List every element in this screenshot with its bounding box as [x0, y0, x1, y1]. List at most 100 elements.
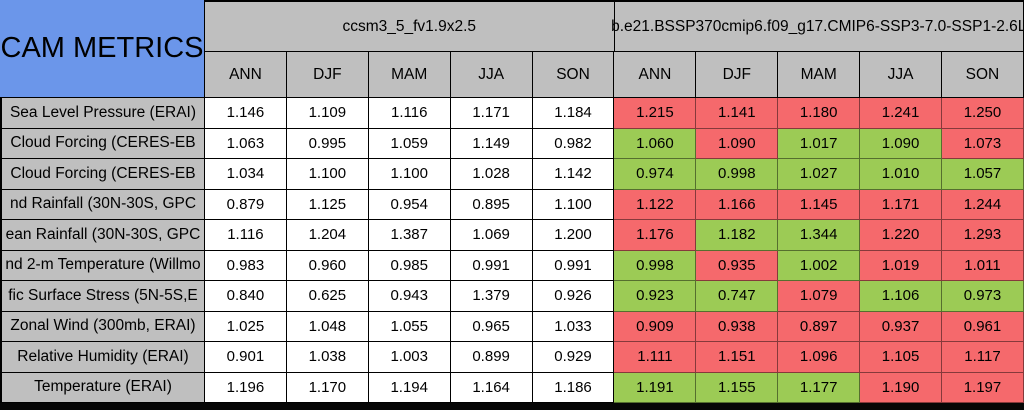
value-cell: 0.982 [532, 128, 615, 159]
value-cell-highlighted: 0.974 [614, 159, 697, 190]
value-cell-highlighted: 1.122 [614, 189, 697, 220]
metric-label: fic Surface Stress (5N-5S,E [2, 281, 205, 312]
value-cell-highlighted: 0.923 [614, 281, 697, 312]
value-cell-highlighted: 1.060 [614, 128, 697, 159]
value-cell: 0.879 [205, 189, 287, 220]
metric-row: Sea Level Pressure (ERAI) 1.146 1.109 1.… [2, 98, 1024, 129]
value-cell: 0.899 [450, 342, 533, 373]
value-cell-highlighted: 1.106 [860, 281, 943, 312]
value-cell: 1.033 [532, 311, 615, 342]
metric-row: nd Rainfall (30N-30S, GPC 0.879 1.125 0.… [2, 189, 1024, 220]
value-cell-highlighted: 1.344 [778, 220, 861, 251]
value-cell: 1.125 [286, 189, 369, 220]
value-cell: 0.965 [450, 311, 533, 342]
value-cell: 1.184 [532, 98, 615, 129]
value-cell-highlighted: 1.151 [696, 342, 779, 373]
value-cell-highlighted: 0.897 [778, 311, 861, 342]
value-cell-highlighted: 1.215 [614, 98, 697, 129]
value-cell: 0.929 [532, 342, 615, 373]
value-cell: 1.059 [368, 128, 451, 159]
metric-row: fic Surface Stress (5N-5S,E 0.840 0.625 … [2, 281, 1024, 312]
value-cell: 1.164 [450, 372, 533, 403]
value-cell: 1.149 [450, 128, 533, 159]
metric-row: Cloud Forcing (CERES-EB 1.034 1.100 1.10… [2, 159, 1024, 190]
season-header: SON [942, 52, 1024, 98]
value-cell: 0.991 [450, 250, 533, 281]
value-cell: 1.379 [450, 281, 533, 312]
metric-row: Zonal Wind (300mb, ERAI) 1.025 1.048 1.0… [2, 311, 1024, 342]
value-cell: 1.034 [205, 159, 287, 190]
value-cell-highlighted: 1.191 [614, 372, 697, 403]
value-cell-highlighted: 1.019 [860, 250, 943, 281]
value-cell-highlighted: 1.182 [696, 220, 779, 251]
value-cell: 1.142 [532, 159, 615, 190]
metric-label: Sea Level Pressure (ERAI) [2, 98, 205, 129]
value-cell-highlighted: 1.190 [860, 372, 943, 403]
value-cell: 0.895 [450, 189, 533, 220]
value-cell: 1.194 [368, 372, 451, 403]
value-cell: 1.186 [532, 372, 615, 403]
value-cell-highlighted: 1.241 [860, 98, 943, 129]
value-cell-highlighted: 0.998 [614, 250, 697, 281]
value-cell-highlighted: 0.937 [860, 311, 943, 342]
value-cell: 0.995 [286, 128, 369, 159]
value-cell: 0.985 [368, 250, 451, 281]
value-cell-highlighted: 1.073 [942, 128, 1024, 159]
page-title: CAM METRICS [0, 32, 204, 64]
metric-row: Cloud Forcing (CERES-EB 1.063 0.995 1.05… [2, 128, 1024, 159]
value-cell-highlighted: 1.079 [778, 281, 861, 312]
metric-label: Cloud Forcing (CERES-EB [2, 159, 205, 190]
value-cell-highlighted: 1.027 [778, 159, 861, 190]
metric-label: nd 2-m Temperature (Willmo [2, 250, 205, 281]
value-cell: 0.983 [205, 250, 287, 281]
value-cell: 1.200 [532, 220, 615, 251]
value-cell: 1.146 [205, 98, 287, 129]
model-header-row: ccsm3_5_fv1.9x2.5 b.e21.BSSP370cmip6.f09… [205, 2, 1024, 52]
metric-label: Cloud Forcing (CERES-EB [2, 128, 205, 159]
value-cell: 1.170 [286, 372, 369, 403]
value-cell: 1.204 [286, 220, 369, 251]
model-name-2: b.e21.BSSP370cmip6.f09_g17.CMIP6-SSP3-7.… [611, 17, 1024, 35]
value-cell: 1.028 [450, 159, 533, 190]
season-header: ANN [614, 52, 697, 98]
metric-label: Zonal Wind (300mb, ERAI) [2, 311, 205, 342]
value-cell: 1.171 [450, 98, 533, 129]
value-cell-highlighted: 1.096 [778, 342, 861, 373]
value-cell-highlighted: 1.155 [696, 372, 779, 403]
value-cell: 0.960 [286, 250, 369, 281]
value-cell: 1.025 [205, 311, 287, 342]
value-cell-highlighted: 1.197 [942, 372, 1024, 403]
metric-label: Relative Humidity (ERAI) [2, 342, 205, 373]
season-header: MAM [368, 52, 451, 98]
season-header: JJA [860, 52, 943, 98]
value-cell-highlighted: 1.090 [860, 128, 943, 159]
value-cell: 1.069 [450, 220, 533, 251]
value-cell: 1.055 [368, 311, 451, 342]
value-cell-highlighted: 1.177 [778, 372, 861, 403]
metric-label: Temperature (ERAI) [2, 372, 205, 403]
value-cell: 1.387 [368, 220, 451, 251]
value-cell: 0.954 [368, 189, 451, 220]
value-cell-highlighted: 1.141 [696, 98, 779, 129]
season-header: DJF [696, 52, 779, 98]
value-cell: 1.003 [368, 342, 451, 373]
table-bottom-cutoff-edge [0, 403, 1024, 410]
season-header-row: ANN DJF MAM JJA SON ANN DJF MAM JJA SON [205, 52, 1024, 98]
value-cell-highlighted: 1.166 [696, 189, 779, 220]
value-cell-highlighted: 1.057 [942, 159, 1024, 190]
value-cell-highlighted: 1.244 [942, 189, 1024, 220]
metric-row: nd 2-m Temperature (Willmo 0.983 0.960 0… [2, 250, 1024, 281]
value-cell-highlighted: 0.935 [696, 250, 779, 281]
value-cell-highlighted: 0.909 [614, 311, 697, 342]
value-cell-highlighted: 1.105 [860, 342, 943, 373]
season-header: JJA [450, 52, 533, 98]
value-cell-highlighted: 1.017 [778, 128, 861, 159]
value-cell-highlighted: 1.011 [942, 250, 1024, 281]
value-cell-highlighted: 1.293 [942, 220, 1024, 251]
value-cell-highlighted: 0.961 [942, 311, 1024, 342]
value-cell: 1.109 [286, 98, 369, 129]
value-cell-highlighted: 1.180 [778, 98, 861, 129]
season-header: SON [532, 52, 615, 98]
value-cell-highlighted: 1.171 [860, 189, 943, 220]
value-cell: 0.625 [286, 281, 369, 312]
